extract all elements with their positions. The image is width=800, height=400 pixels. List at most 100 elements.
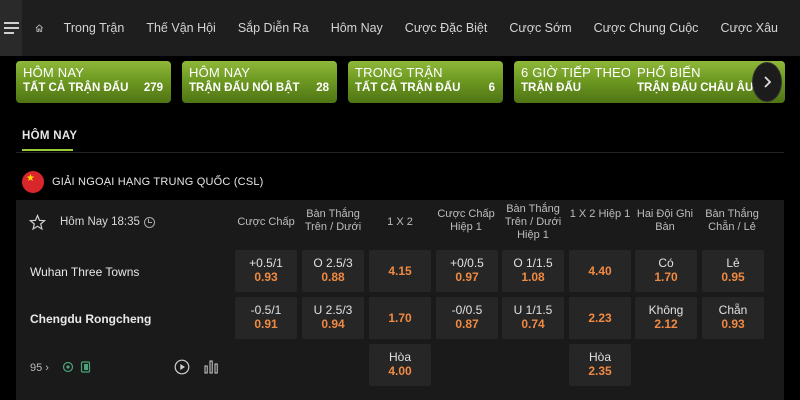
odds-cell[interactable]: 2.23 — [569, 297, 631, 339]
odds-value: 4.15 — [388, 264, 412, 278]
match-time: Hôm Nay 18:35 — [60, 216, 140, 228]
nav-item-specials[interactable]: Cược Đặc Biệt — [404, 21, 488, 35]
odds-value: 0.94 — [321, 317, 345, 331]
odds-cell[interactable]: -0/0.5 0.87 — [436, 297, 498, 339]
odds-value: 2.35 — [588, 364, 612, 378]
nav-item-olympics[interactable]: Thế Vận Hội — [146, 21, 216, 35]
odds-cell[interactable]: +0.5/1 0.93 — [235, 250, 297, 292]
bar-chart-icon[interactable] — [203, 358, 219, 374]
card-title: HÔM NAY — [23, 65, 85, 80]
odds-value: 1.70 — [654, 270, 678, 284]
odds-line: +0.5/1 — [249, 256, 283, 270]
odds-value: 1.70 — [388, 311, 412, 325]
odds-line: Hòa — [588, 350, 611, 364]
header-handicap-h1: Cược Chấp Hiệp 1 — [437, 208, 495, 233]
star-icon[interactable] — [29, 214, 46, 231]
clock-icon — [144, 217, 155, 228]
card-subtitle: TRẬN ĐẤU NỔI BẬT — [189, 82, 300, 94]
odds-value: 2.23 — [588, 311, 612, 325]
quick-filter-cards: HÔM NAY TẤT CẢ TRẬN ĐẤU 279 HÔM NAY TRẬN … — [16, 61, 800, 103]
card-subtitle: TẤT CẢ TRẬN ĐẤU — [355, 82, 461, 94]
odds-line: -0.5/1 — [250, 303, 282, 317]
chevron-right-icon[interactable] — [752, 62, 782, 102]
section-title: HÔM NAY — [22, 130, 78, 151]
card-inplay-all[interactable]: TRONG TRẬN TẤT CẢ TRẬN ĐẤU 6 — [348, 61, 503, 103]
card-count: 279 — [143, 82, 163, 94]
card-count: 6 — [488, 82, 495, 94]
card-title: TRONG TRẬN — [355, 65, 443, 80]
odds-cell[interactable]: Lẻ 0.95 — [702, 250, 764, 292]
header-over-under-h1: Bàn Thắng Trên / Dưới Hiệp 1 — [504, 203, 562, 241]
card-subtitle: TRẬN ĐẤU — [521, 82, 582, 94]
odds-line: Hòa — [388, 350, 411, 364]
odds-cell[interactable]: 4.40 — [569, 250, 631, 292]
odds-value: 0.87 — [455, 317, 479, 331]
odds-cell[interactable]: Chẵn 0.93 — [702, 297, 764, 339]
card-today-all[interactable]: HÔM NAY TẤT CẢ TRẬN ĐẤU 279 — [16, 61, 171, 103]
odds-line: Chẵn — [718, 303, 748, 317]
league-header[interactable]: GIẢI NGOẠI HẠNG TRUNG QUỐC (CSL) — [22, 171, 264, 193]
odds-cell[interactable]: +0/0.5 0.97 — [436, 250, 498, 292]
match-panel: Hôm Nay 18:35 Cược Chấp Bàn Thắng Trên /… — [16, 200, 784, 400]
odds-value: 0.88 — [321, 270, 345, 284]
nav-item-today[interactable]: Hôm Nay — [330, 21, 383, 35]
odds-value: 4.00 — [388, 364, 412, 378]
odds-value: 0.97 — [455, 270, 479, 284]
odds-cell[interactable]: U 2.5/3 0.94 — [302, 297, 364, 339]
card-count: 28 — [316, 82, 329, 94]
odds-cell[interactable]: Có 1.70 — [635, 250, 697, 292]
odds-line: Lẻ — [726, 256, 740, 270]
odds-line: +0/0.5 — [450, 256, 484, 270]
home-icon[interactable] — [35, 19, 44, 37]
nav-item-outright[interactable]: Cược Chung Cuộc — [593, 21, 699, 35]
nav-item-in-play[interactable]: Trong Trận — [63, 21, 125, 35]
card-subtitle: TẤT CẢ TRẬN ĐẤU — [23, 82, 129, 94]
odds-cell[interactable]: O 1/1.5 1.08 — [502, 250, 564, 292]
odds-line: Không — [648, 303, 684, 317]
divider — [16, 152, 784, 153]
league-name: GIẢI NGOẠI HẠNG TRUNG QUỐC (CSL) — [52, 176, 264, 188]
top-nav: Trong Trận Thế Vận Hội Sắp Diễn Ra Hôm N… — [0, 0, 800, 56]
card-title: PHỔ BIẾN — [637, 65, 701, 80]
odds-value: 2.12 — [654, 317, 678, 331]
home-team[interactable]: Wuhan Three Towns — [30, 265, 140, 279]
odds-line: U 2.5/3 — [313, 303, 353, 317]
away-team[interactable]: Chengdu Rongcheng — [30, 312, 152, 326]
odds-value: 0.93 — [254, 270, 278, 284]
odds-cell[interactable]: 1.70 — [369, 297, 431, 339]
nav-item-early[interactable]: Cược Sớm — [509, 21, 572, 35]
card-subtitle: TRẬN ĐẤU CHÂU ÂU — [637, 82, 754, 94]
odds-value: 4.40 — [588, 264, 612, 278]
odds-cell[interactable]: -0.5/1 0.91 — [235, 297, 297, 339]
header-both-score: Hai Đội Ghi Bàn — [636, 208, 694, 233]
odds-value: 0.74 — [521, 317, 545, 331]
nav-item-parlay[interactable]: Cược Xâu — [720, 21, 778, 35]
odds-line: U 1/1.5 — [513, 303, 553, 317]
nav-item-upcoming[interactable]: Sắp Diễn Ra — [237, 21, 309, 35]
card-title: 6 GIỜ TIẾP THEO — [521, 65, 632, 80]
stats-icon[interactable] — [80, 361, 92, 373]
odds-line: Có — [658, 256, 674, 270]
odds-cell[interactable]: Không 2.12 — [635, 297, 697, 339]
header-handicap: Cược Chấp — [237, 216, 295, 228]
draw-odds-cell[interactable]: Hòa 4.00 — [369, 344, 431, 386]
odds-value: 0.95 — [721, 270, 745, 284]
header-odd-even: Bàn Thắng Chẵn / Lẻ — [705, 208, 759, 233]
header-1x2-h1: 1 X 2 Hiệp 1 — [569, 208, 631, 220]
play-icon[interactable] — [174, 359, 190, 375]
header-over-under: Bàn Thắng Trên / Dưới — [304, 208, 362, 233]
odds-cell[interactable]: U 1/1.5 0.74 — [502, 297, 564, 339]
odds-line: -0/0.5 — [451, 303, 483, 317]
odds-cell[interactable]: O 2.5/3 0.88 — [302, 250, 364, 292]
odds-value: 0.91 — [254, 317, 278, 331]
menu-icon[interactable] — [0, 0, 23, 56]
china-flag-icon — [22, 171, 44, 193]
odds-value: 1.08 — [521, 270, 545, 284]
card-title: HÔM NAY — [189, 65, 251, 80]
draw-h1-odds-cell[interactable]: Hòa 2.35 — [569, 344, 631, 386]
live-icon[interactable] — [62, 361, 74, 373]
header-1x2: 1 X 2 — [387, 216, 413, 228]
odds-cell[interactable]: 4.15 — [369, 250, 431, 292]
card-today-featured[interactable]: HÔM NAY TRẬN ĐẤU NỔI BẬT 28 — [182, 61, 337, 103]
more-markets-count[interactable]: 95 › — [30, 362, 49, 374]
